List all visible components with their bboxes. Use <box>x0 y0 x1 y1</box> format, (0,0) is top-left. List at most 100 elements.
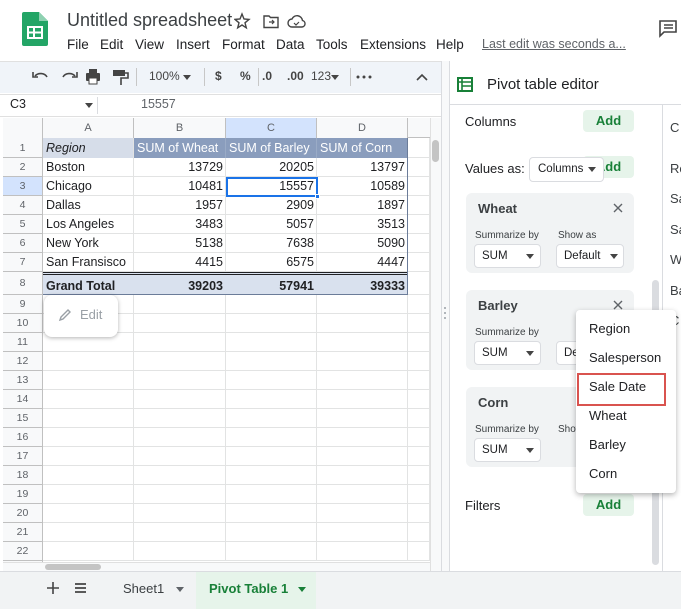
cell[interactable] <box>317 352 408 371</box>
row-header[interactable]: 14 <box>3 390 43 409</box>
cell[interactable] <box>408 158 430 177</box>
toolbar-format[interactable]: 123 <box>311 69 332 83</box>
cell-text[interactable]: SUM of Wheat <box>134 138 226 158</box>
cell[interactable] <box>134 466 226 485</box>
cell[interactable] <box>226 314 317 333</box>
cell[interactable] <box>317 295 408 314</box>
sheet-tab-label[interactable]: Sheet1 <box>123 581 165 596</box>
toolbar-decrease-decimal[interactable]: .0 <box>262 69 273 83</box>
menu-option[interactable]: Sale Date <box>589 379 647 394</box>
menu-item[interactable]: Help <box>436 37 464 52</box>
cell[interactable] <box>408 447 430 466</box>
cell[interactable] <box>226 158 317 177</box>
cell[interactable] <box>134 333 226 352</box>
cell[interactable] <box>317 409 408 428</box>
cell[interactable] <box>317 542 408 561</box>
cell[interactable] <box>317 390 408 409</box>
menu-item[interactable]: Data <box>276 37 305 52</box>
cell-text[interactable]: 39203 <box>134 272 226 295</box>
cell[interactable] <box>43 215 134 234</box>
cell[interactable] <box>408 177 430 196</box>
cell[interactable] <box>408 352 430 371</box>
row-header[interactable]: 6 <box>3 234 43 253</box>
cell[interactable] <box>43 504 134 523</box>
cell[interactable] <box>226 352 317 371</box>
cell-text[interactable]: Grand Total <box>43 272 134 295</box>
cell[interactable] <box>134 215 226 234</box>
cell[interactable] <box>43 409 134 428</box>
row-header[interactable]: 15 <box>3 409 43 428</box>
row-header[interactable]: 7 <box>3 253 43 272</box>
summarize-select[interactable]: SUM <box>474 341 541 365</box>
row-header[interactable]: 19 <box>3 485 43 504</box>
row-header[interactable]: 21 <box>3 523 43 542</box>
cell[interactable] <box>43 428 134 447</box>
column-header[interactable]: B <box>134 118 226 138</box>
cell-text[interactable]: 2909 <box>286 198 314 212</box>
cell[interactable] <box>134 542 226 561</box>
cell[interactable] <box>134 447 226 466</box>
cell-text[interactable]: 10481 <box>188 179 223 193</box>
row-header[interactable]: 4 <box>3 196 43 215</box>
cell[interactable] <box>408 428 430 447</box>
cell[interactable] <box>408 371 430 390</box>
cell[interactable] <box>43 158 134 177</box>
cell-text[interactable]: 57941 <box>226 272 317 295</box>
cell-text[interactable]: New York <box>46 236 99 250</box>
cell-text[interactable]: 15557 <box>279 179 314 193</box>
column-header[interactable]: C <box>226 118 317 138</box>
cell-text[interactable]: 1957 <box>195 198 223 212</box>
cell[interactable] <box>43 196 134 215</box>
sheet-tab-label[interactable]: Pivot Table 1 <box>209 581 289 596</box>
summarize-select[interactable]: SUM <box>474 438 541 462</box>
cell[interactable] <box>317 466 408 485</box>
row-header[interactable]: 16 <box>3 428 43 447</box>
cell[interactable] <box>43 234 134 253</box>
cell[interactable] <box>226 523 317 542</box>
cell[interactable] <box>408 390 430 409</box>
cell[interactable] <box>408 138 430 158</box>
cell[interactable] <box>317 333 408 352</box>
cell[interactable] <box>43 466 134 485</box>
cell[interactable] <box>226 447 317 466</box>
cell-text[interactable]: 4447 <box>377 255 405 269</box>
cell[interactable] <box>134 371 226 390</box>
menu-item[interactable]: Insert <box>176 37 210 52</box>
cell-text[interactable]: 5138 <box>195 236 223 250</box>
cell[interactable] <box>317 447 408 466</box>
row-header[interactable]: 11 <box>3 333 43 352</box>
row-header[interactable]: 5 <box>3 215 43 234</box>
cell[interactable] <box>226 428 317 447</box>
cell[interactable] <box>43 390 134 409</box>
cell[interactable] <box>408 466 430 485</box>
toolbar-currency[interactable]: $ <box>215 69 222 83</box>
cell[interactable] <box>226 371 317 390</box>
cell[interactable] <box>317 523 408 542</box>
cell[interactable] <box>134 295 226 314</box>
cell[interactable] <box>226 504 317 523</box>
row-header[interactable]: 8 <box>3 272 43 295</box>
cell[interactable] <box>226 409 317 428</box>
cell[interactable] <box>134 196 226 215</box>
cell[interactable] <box>317 314 408 333</box>
toolbar-increase-decimal[interactable]: .00 <box>287 69 304 83</box>
cell[interactable] <box>43 253 134 272</box>
menu-item[interactable]: Format <box>222 37 265 52</box>
sheets-logo[interactable] <box>22 12 48 46</box>
cell[interactable] <box>408 234 430 253</box>
remove-icon[interactable] <box>613 300 623 310</box>
row-header[interactable]: 10 <box>3 314 43 333</box>
cell[interactable] <box>408 314 430 333</box>
cell-text[interactable]: 20205 <box>279 160 314 174</box>
menu-option[interactable]: Corn <box>589 466 618 481</box>
cell[interactable] <box>408 196 430 215</box>
column-header[interactable]: D <box>317 118 408 138</box>
cell[interactable] <box>408 215 430 234</box>
toolbar-zoom[interactable]: 100% <box>149 69 180 83</box>
scroll-thumb[interactable] <box>432 140 439 162</box>
cell[interactable] <box>134 504 226 523</box>
cell[interactable] <box>226 295 317 314</box>
row-header[interactable]: 9 <box>3 295 43 314</box>
cell-text[interactable]: Chicago <box>46 179 92 193</box>
menu-option[interactable]: Barley <box>589 437 626 452</box>
